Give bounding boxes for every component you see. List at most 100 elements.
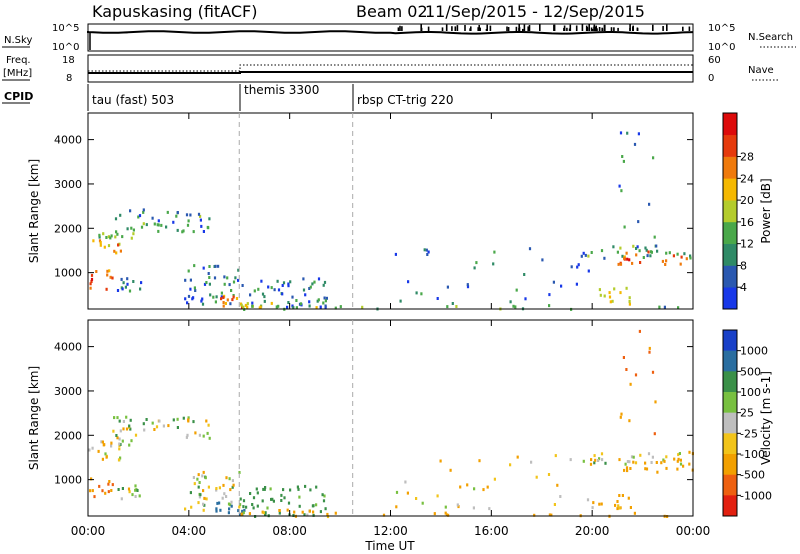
data-cell: [255, 487, 258, 491]
data-cell: [339, 305, 342, 309]
freq-tick-bottom: 8: [66, 73, 72, 84]
velocity-ylabel: Slant Range [km]: [27, 366, 41, 470]
data-cell: [228, 507, 231, 511]
data-cell: [582, 251, 585, 255]
data-cell: [118, 419, 121, 423]
data-cell: [632, 244, 635, 248]
data-cell: [291, 304, 294, 308]
data-cell: [224, 302, 227, 305]
velocity-colorbar: 1000 500 100 25 -25 -100 -500 -1000: [722, 329, 772, 517]
data-cell: [482, 488, 485, 492]
colorbar-swatch: [723, 392, 737, 413]
colorbar-swatch: [723, 200, 737, 223]
data-cell: [237, 509, 240, 513]
data-cell: [220, 291, 223, 295]
nsky-spike: [613, 27, 615, 31]
data-cell: [616, 500, 619, 503]
nsky-spike: [666, 24, 668, 31]
xtick-label: 16:00: [474, 524, 509, 538]
velocity-yaxis: 1000 2000 3000 4000: [54, 341, 693, 487]
cpid-segment-1: themis 3300: [244, 83, 319, 97]
data-cell: [281, 284, 284, 287]
data-cell: [270, 286, 273, 290]
data-cell: [281, 292, 284, 296]
nsky-spike: [593, 26, 595, 31]
data-cell: [619, 415, 622, 419]
data-cell: [121, 235, 124, 239]
ytick-label: 4000: [54, 134, 82, 147]
data-cell: [105, 287, 108, 291]
data-cell: [118, 442, 121, 446]
data-cell: [222, 304, 225, 308]
data-cell: [234, 276, 237, 280]
nsky-spike: [477, 27, 479, 31]
ytick-label: 2000: [54, 429, 82, 442]
data-cell: [323, 494, 326, 498]
data-cell: [486, 485, 489, 489]
data-cell: [225, 495, 228, 498]
data-cell: [644, 467, 647, 471]
data-cell: [271, 497, 274, 501]
data-cell: [618, 184, 621, 188]
data-cell: [599, 293, 602, 297]
data-cell: [118, 437, 121, 441]
nsky-spike: [518, 24, 520, 31]
data-cell: [593, 461, 596, 465]
nsky-spike: [485, 29, 488, 31]
nsky-spike: [470, 26, 472, 31]
nsky-spike: [569, 24, 572, 31]
data-cell: [189, 213, 192, 217]
data-cell: [241, 284, 244, 287]
data-cell: [239, 503, 242, 507]
data-cell: [132, 280, 135, 283]
data-cell: [455, 305, 458, 308]
data-cell: [334, 511, 337, 515]
colorbar-swatch: [723, 156, 737, 179]
data-cell: [319, 510, 322, 514]
power-panel: 1000 2000 3000 4000 Slant Range [km] 4 8 12 16…: [27, 112, 773, 311]
data-cell: [122, 420, 125, 423]
data-cell: [325, 296, 328, 300]
data-cell: [628, 302, 631, 306]
data-cell: [231, 479, 234, 483]
data-cell: [322, 499, 326, 503]
data-cell: [262, 487, 265, 491]
data-cell: [270, 497, 273, 501]
data-cell: [130, 236, 133, 240]
data-cell: [139, 287, 142, 291]
nsky-spike: [397, 27, 400, 31]
nsky-spike: [420, 27, 423, 31]
data-cell: [107, 235, 110, 239]
data-cell: [232, 295, 235, 299]
colorbar-tick-label: 28: [740, 151, 754, 164]
data-cell: [603, 256, 606, 260]
data-cell: [593, 454, 596, 458]
data-cell: [122, 427, 125, 431]
ytick-label: 4000: [54, 341, 82, 354]
colorbar-swatch: [723, 474, 737, 496]
data-cell: [394, 252, 397, 256]
data-cell: [658, 305, 661, 309]
data-cell: [580, 254, 583, 258]
data-cell: [240, 303, 243, 307]
nsky-spike: [566, 27, 568, 31]
data-cell: [110, 489, 113, 492]
data-cell: [616, 250, 619, 254]
data-cell: [121, 487, 124, 490]
data-cell: [106, 273, 109, 277]
data-cell: [232, 280, 236, 284]
data-cell: [473, 266, 476, 270]
data-cell: [142, 422, 145, 426]
data-cell: [102, 232, 105, 236]
data-cell: [186, 301, 189, 305]
xaxis-label: Time UT: [364, 539, 415, 553]
data-cell: [619, 246, 622, 250]
data-cell: [186, 433, 189, 437]
nave-label: Nave: [748, 65, 774, 76]
data-cell: [119, 249, 122, 253]
data-cell: [160, 223, 163, 227]
data-cell: [198, 495, 201, 499]
data-cell: [208, 265, 211, 268]
colorbar-swatch: [723, 454, 737, 475]
data-cell: [530, 460, 533, 464]
